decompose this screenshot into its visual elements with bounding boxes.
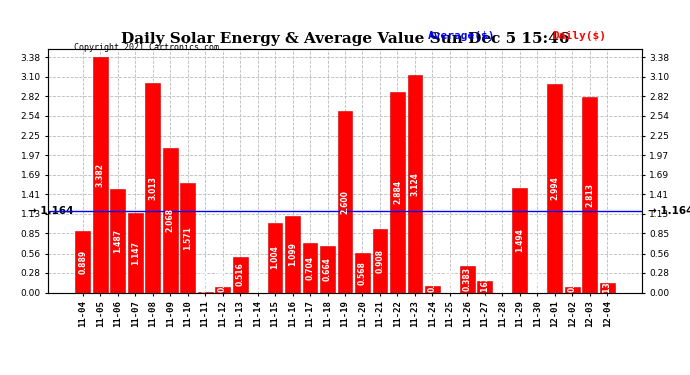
- Bar: [355, 253, 370, 292]
- Bar: [285, 216, 300, 292]
- Text: 2.068: 2.068: [166, 209, 175, 232]
- Bar: [233, 256, 248, 292]
- Text: 0.516: 0.516: [235, 262, 244, 286]
- Text: 0.000: 0.000: [253, 268, 262, 292]
- Text: → 1.164: → 1.164: [648, 206, 690, 216]
- Text: 1.147: 1.147: [130, 240, 139, 264]
- Text: 2.994: 2.994: [551, 176, 560, 200]
- Text: 0.012: 0.012: [201, 268, 210, 292]
- Text: 0.073: 0.073: [568, 268, 577, 292]
- Bar: [163, 148, 177, 292]
- Bar: [92, 57, 108, 292]
- Text: 0.568: 0.568: [358, 261, 367, 285]
- Bar: [460, 266, 475, 292]
- Text: Copyright 2021 Cartronics.com: Copyright 2021 Cartronics.com: [74, 43, 219, 52]
- Bar: [513, 189, 527, 292]
- Bar: [128, 213, 143, 292]
- Text: 0.163: 0.163: [480, 275, 489, 299]
- Bar: [337, 111, 353, 292]
- Text: 0.889: 0.889: [78, 249, 87, 274]
- Text: 3.013: 3.013: [148, 176, 157, 200]
- Bar: [75, 231, 90, 292]
- Bar: [110, 189, 125, 292]
- Text: 0.132: 0.132: [603, 276, 612, 300]
- Text: 1.099: 1.099: [288, 242, 297, 266]
- Text: 0.704: 0.704: [306, 256, 315, 280]
- Bar: [303, 243, 317, 292]
- Text: 2.600: 2.600: [340, 190, 350, 214]
- Text: 0.383: 0.383: [463, 267, 472, 291]
- Bar: [373, 229, 387, 292]
- Bar: [547, 84, 562, 292]
- Text: 2.813: 2.813: [585, 183, 594, 207]
- Text: 0.000: 0.000: [498, 268, 507, 292]
- Text: 1.571: 1.571: [183, 226, 192, 250]
- Bar: [425, 286, 440, 292]
- Text: → 1.164: → 1.164: [28, 206, 74, 216]
- Text: 3.124: 3.124: [411, 172, 420, 196]
- Text: 2.884: 2.884: [393, 180, 402, 204]
- Bar: [408, 75, 422, 292]
- Text: 0.908: 0.908: [375, 249, 384, 273]
- Bar: [477, 281, 493, 292]
- Bar: [582, 97, 598, 292]
- Text: 1.004: 1.004: [270, 246, 279, 270]
- Text: 0.080: 0.080: [218, 268, 227, 292]
- Bar: [320, 246, 335, 292]
- Bar: [145, 82, 160, 292]
- Text: 0.664: 0.664: [323, 258, 332, 281]
- Bar: [215, 287, 230, 292]
- Text: 0.000: 0.000: [446, 268, 455, 292]
- Text: 0.000: 0.000: [533, 268, 542, 292]
- Title: Daily Solar Energy & Average Value Sun Dec 5 15:46: Daily Solar Energy & Average Value Sun D…: [121, 32, 569, 46]
- Text: 1.487: 1.487: [113, 229, 122, 253]
- Text: Average($): Average($): [428, 32, 495, 41]
- Bar: [600, 283, 615, 292]
- Text: 1.494: 1.494: [515, 228, 524, 252]
- Bar: [180, 183, 195, 292]
- Text: Daily($): Daily($): [552, 32, 606, 41]
- Bar: [565, 287, 580, 292]
- Bar: [390, 92, 405, 292]
- Bar: [268, 223, 282, 292]
- Text: 0.092: 0.092: [428, 268, 437, 292]
- Text: 3.382: 3.382: [96, 163, 105, 187]
